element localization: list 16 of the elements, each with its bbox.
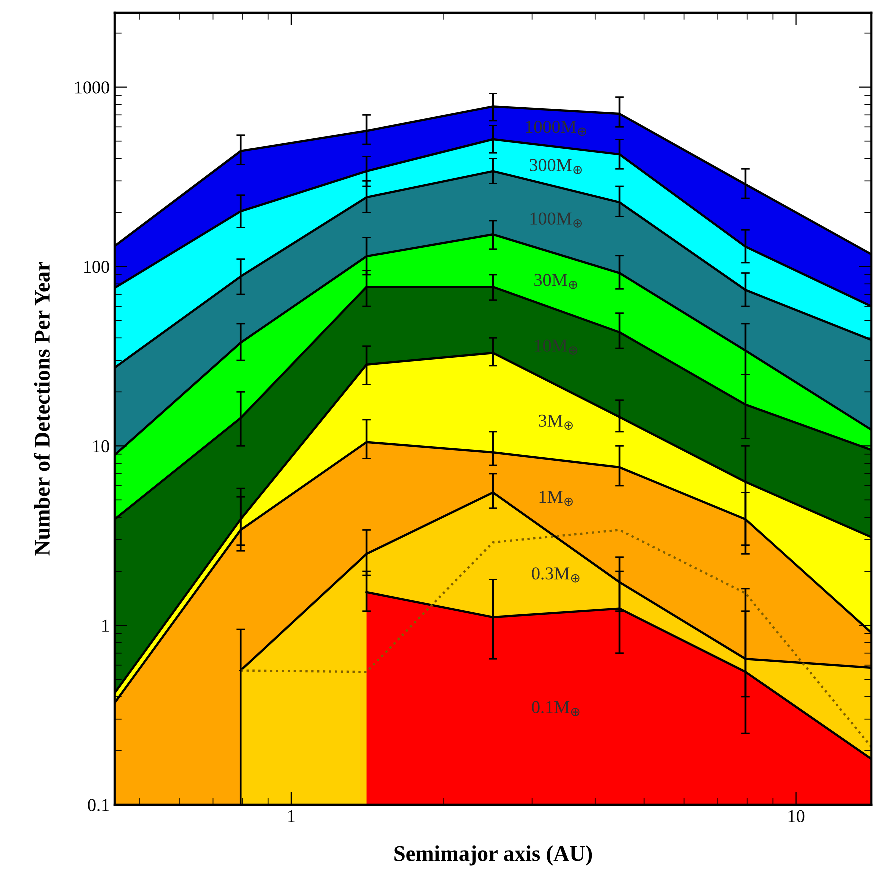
line-series: [240, 529, 872, 748]
y-tick-label: 0.1: [88, 799, 109, 812]
y-axis-title: Number of Detections Per Year: [34, 262, 50, 556]
series-label: 3M$_{⊕}$: [539, 414, 573, 430]
series-label: 300M$_{⊕}$: [530, 159, 582, 174]
series-label: 0.3M$_{⊕}$: [532, 568, 580, 583]
x-axis-title: Semimajor axis (AU): [394, 846, 592, 866]
series-label: 30M$_{⊕}$: [534, 274, 578, 290]
y-tick-label: 1: [102, 620, 109, 632]
y-tick-label: 1000: [76, 82, 110, 94]
y-tick-label: 100: [84, 261, 110, 274]
series-label: 0.1M$_{⊕}$: [532, 701, 580, 716]
y-tick-label: 10: [94, 440, 110, 453]
series-label: 100M$_{⊕}$: [530, 212, 582, 228]
series-label: 1000M$_{⊕}$: [526, 120, 586, 136]
series-label: 1M$_{⊕}$: [540, 491, 573, 506]
